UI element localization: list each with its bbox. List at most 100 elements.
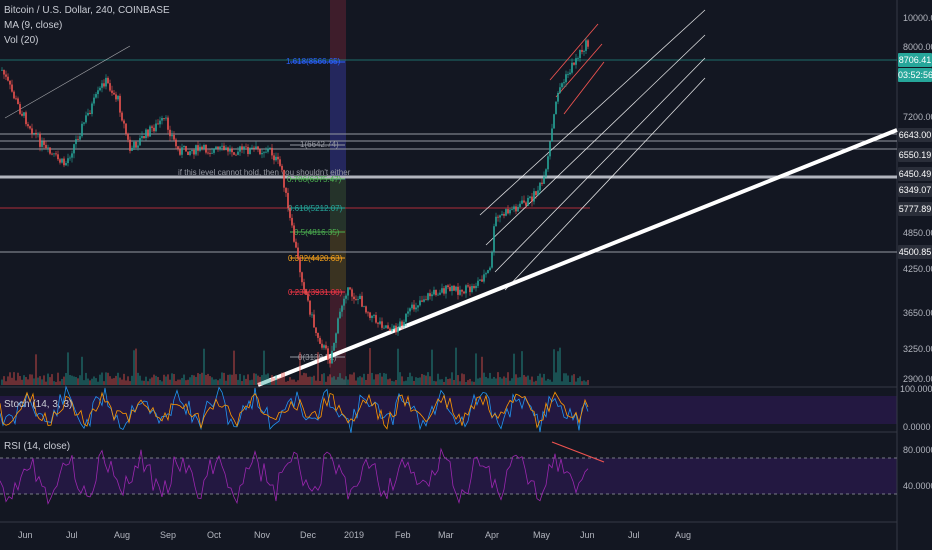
time-tick: Nov — [254, 530, 271, 540]
volume-bar — [277, 377, 279, 385]
candle-body — [259, 149, 261, 155]
blue-fib-zone — [330, 60, 346, 180]
candle-body — [137, 145, 139, 148]
vol-indicator-label[interactable]: Vol (20) — [4, 35, 39, 46]
volume-bar — [421, 373, 423, 385]
volume-bar — [67, 352, 69, 385]
candle-body — [465, 285, 467, 294]
volume-bar — [185, 380, 187, 385]
rsi-divergence-line[interactable] — [551, 441, 605, 463]
volume-bar — [481, 356, 483, 385]
candle-body — [417, 305, 419, 308]
volume-bar — [397, 348, 399, 385]
candle-body — [7, 76, 9, 81]
candle-body — [559, 87, 561, 93]
volume-bar — [265, 374, 267, 385]
candle-body — [419, 300, 421, 306]
candle-body — [453, 285, 455, 291]
volume-bar — [577, 378, 579, 385]
candle-body — [585, 40, 587, 51]
volume-bar — [127, 376, 129, 385]
stoch-indicator-label[interactable]: Stoch (14, 3, 3) — [4, 399, 73, 410]
candle-body — [233, 152, 235, 155]
volume-bar — [199, 374, 201, 385]
red-channel[interactable] — [549, 23, 605, 115]
volume-bar — [465, 381, 467, 385]
volume-bar — [393, 381, 395, 385]
candle-body — [325, 345, 327, 349]
candle-body — [85, 115, 87, 123]
green-fib-zone — [330, 180, 346, 230]
volume-bar — [405, 380, 407, 385]
candle-body — [19, 104, 21, 114]
price-tick-3650: 3650.00 — [903, 308, 932, 318]
candle-body — [123, 120, 125, 124]
volume-bar — [443, 381, 445, 385]
volume-bar — [189, 377, 191, 385]
candle-body — [481, 279, 483, 282]
candle-body — [293, 225, 295, 242]
candle-body — [271, 147, 273, 156]
candle-body — [51, 153, 53, 155]
candle-body — [37, 133, 39, 135]
volume-bar — [167, 374, 169, 385]
time-tick: Sep — [160, 530, 176, 540]
volume-bar — [273, 377, 275, 385]
volume-bar — [489, 372, 491, 385]
volume-bar — [303, 372, 305, 385]
volume-bar — [31, 374, 33, 385]
candle-body — [273, 155, 275, 161]
symbol-title[interactable]: Bitcoin / U.S. Dollar, 240, COINBASE — [4, 5, 170, 16]
candle-body — [33, 132, 35, 134]
volume-bar — [305, 373, 307, 385]
price-box-6643: 6643.00 — [898, 128, 932, 142]
volume-bar — [251, 379, 253, 385]
volume-bar — [321, 374, 323, 385]
candle-body — [41, 141, 43, 147]
volume-bar — [51, 374, 53, 385]
volume-bar — [291, 379, 293, 385]
volume-bar — [383, 373, 385, 385]
candle-body — [557, 92, 559, 102]
candle-body — [175, 139, 177, 147]
candle-body — [91, 103, 93, 114]
main-trendline[interactable] — [257, 128, 898, 387]
volume-bar — [247, 374, 249, 385]
volume-bar — [453, 379, 455, 385]
rsi-indicator-label[interactable]: RSI (14, close) — [4, 441, 71, 452]
volume-bar — [427, 372, 429, 385]
volume-bar — [129, 381, 131, 385]
candle-body — [315, 327, 317, 334]
candle-body — [491, 252, 493, 268]
fib-label-0786: 0.786(6375.47) — [287, 175, 342, 184]
volume-bar — [245, 378, 247, 385]
volume-bar — [19, 375, 21, 385]
parallel-channel[interactable] — [479, 9, 706, 291]
volume-bar — [261, 375, 263, 385]
volume-bar — [473, 381, 475, 385]
volume-bar — [325, 381, 327, 385]
volume-bar — [89, 380, 91, 385]
volume-bar — [513, 353, 515, 385]
candle-body — [507, 209, 509, 214]
candle-body — [1, 69, 3, 71]
volume-bar — [415, 377, 417, 385]
candle-body — [473, 286, 475, 289]
volume-bar — [211, 377, 213, 385]
volume-bar — [493, 376, 495, 385]
old-trendline-left[interactable] — [4, 45, 131, 119]
candle-body — [535, 191, 537, 196]
price-tick-4850: 4850.00 — [903, 228, 932, 238]
candle-body — [573, 62, 575, 65]
volume-bar — [49, 377, 51, 385]
candle-body — [335, 333, 337, 343]
candle-body — [253, 147, 255, 149]
candle-body — [435, 289, 437, 296]
candle-body — [479, 279, 481, 281]
candle-body — [439, 292, 441, 295]
candle-body — [103, 83, 105, 87]
ma-indicator-label[interactable]: MA (9, close) — [4, 20, 63, 31]
candle-body — [393, 325, 395, 329]
candle-body — [489, 267, 491, 271]
